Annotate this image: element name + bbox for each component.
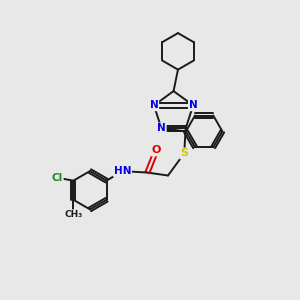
Text: O: O	[152, 146, 161, 155]
Text: N: N	[189, 100, 197, 110]
Text: HN: HN	[114, 166, 131, 176]
Text: CH₃: CH₃	[64, 210, 83, 219]
Text: Cl: Cl	[52, 173, 63, 183]
Text: N: N	[157, 123, 166, 134]
Text: S: S	[180, 148, 188, 158]
Text: N: N	[150, 100, 158, 110]
